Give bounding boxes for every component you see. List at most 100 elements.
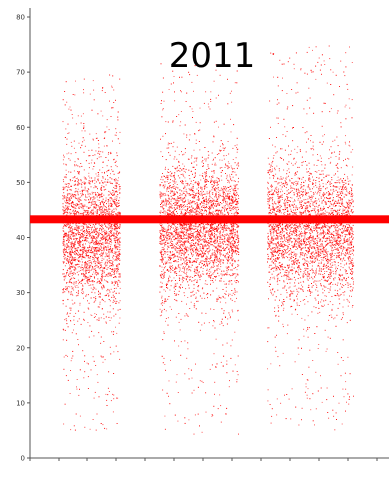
data-point [117,269,119,271]
data-point [66,200,67,202]
data-point [210,256,212,258]
data-point [211,414,213,415]
data-point [220,266,222,268]
data-point [206,268,208,270]
data-point [99,262,101,264]
data-point [98,319,100,321]
data-point [102,361,104,363]
data-point [82,256,84,258]
data-point [208,208,210,210]
data-point [206,263,208,265]
data-point [77,203,78,205]
data-point [77,227,79,229]
data-point [236,201,238,203]
data-point [79,254,81,256]
data-point [185,237,187,239]
data-point [114,259,116,261]
data-point [79,238,81,239]
data-point [79,236,81,238]
data-point [73,245,75,247]
data-point [189,213,191,215]
data-point [94,182,96,184]
data-point [71,248,72,250]
data-point [66,186,68,188]
data-point [79,183,80,185]
data-point [99,306,100,308]
data-point [231,255,233,257]
data-point [193,303,195,305]
data-point [226,323,228,325]
data-point [97,258,99,260]
data-point [190,157,192,159]
data-point [117,240,118,242]
data-point [101,274,103,276]
data-point [74,214,75,216]
data-point [187,315,189,317]
data-point [113,232,115,234]
data-point [193,237,194,239]
data-point [193,389,195,391]
data-point [95,238,96,240]
data-point [226,342,228,344]
data-point [64,235,66,237]
data-point [96,232,98,234]
data-point [77,260,79,261]
data-point [66,270,68,272]
data-point [96,249,98,251]
data-point [62,186,64,188]
data-point [66,190,68,192]
data-point [119,186,121,188]
data-point [85,210,87,212]
data-point [67,224,68,226]
data-point [198,206,199,208]
data-point [118,258,120,260]
data-point [182,233,184,234]
data-point [229,230,231,231]
data-point [67,212,69,214]
data-point [63,163,65,165]
data-point [111,250,113,252]
data-point [219,280,221,282]
data-point [83,275,85,277]
data-point [181,278,183,280]
data-point [84,178,86,180]
data-point [232,247,234,249]
data-point [102,234,103,236]
data-point [81,229,83,231]
data-point [183,258,185,260]
data-point [234,235,236,237]
data-point [185,209,187,211]
data-point [82,236,84,238]
data-point [89,207,91,209]
data-point [95,272,97,273]
data-point [75,188,77,190]
data-point [83,182,85,184]
data-point [179,287,181,289]
data-point [81,181,83,183]
data-point [212,232,213,234]
data-point [104,241,106,243]
data-point [179,238,181,240]
data-point [78,142,80,144]
data-point [193,433,195,435]
data-point [161,251,163,252]
data-point [96,231,97,233]
data-point [92,251,94,253]
data-point [86,225,88,227]
data-point [232,196,233,198]
data-point [215,234,217,236]
data-point [86,237,88,239]
data-point [201,266,202,268]
data-point [159,251,161,253]
data-point [202,165,203,167]
data-point [195,236,197,238]
data-point [230,249,232,251]
data-point [174,249,176,251]
data-point [71,241,73,243]
data-point [230,237,232,239]
data-point [181,213,183,215]
data-point [74,235,76,237]
data-point [216,258,218,260]
data-point [90,193,92,195]
data-point [89,259,91,261]
